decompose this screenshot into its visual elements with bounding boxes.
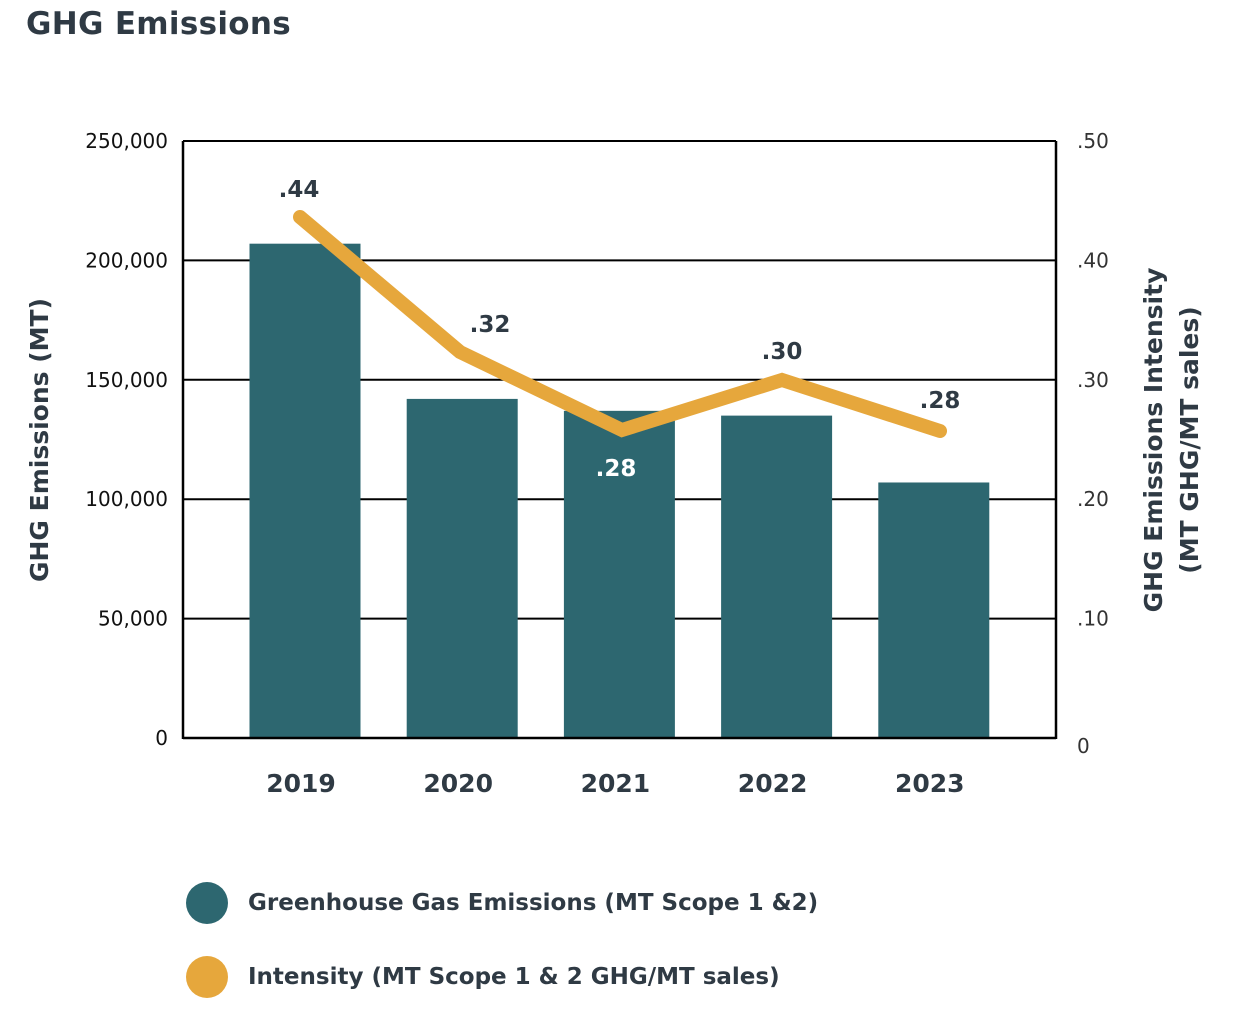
left-tick-label: 200,000 [85, 248, 168, 272]
right-tick-label: .50 [1077, 129, 1109, 153]
data-label: .28 [920, 388, 961, 414]
right-tick-label: .30 [1077, 368, 1109, 392]
chart-svg: 0 50,000 100,000 150,000 200,000 250,000 0 .10… [25, 129, 1204, 798]
right-axis-title-line2: (MT GHG/MT sales) [1175, 306, 1204, 573]
bar [249, 243, 361, 738]
right-tick-label: .20 [1077, 487, 1109, 511]
legend-label-intensity: Intensity (MT Scope 1 & 2 GHG/MT sales) [248, 964, 780, 990]
right-tick-label: 0 [1077, 734, 1090, 758]
data-label: .30 [762, 339, 803, 365]
data-label: .44 [279, 177, 320, 203]
x-tick-label: 2022 [738, 769, 808, 798]
right-axis-ticks: 0 .10 .20 .30 .40 .50 [1077, 129, 1109, 758]
bar [563, 410, 675, 738]
legend-item-emissions: Greenhouse Gas Emissions (MT Scope 1 &2) [186, 882, 818, 924]
right-tick-label: .10 [1077, 607, 1109, 631]
x-axis-ticks: 2019 2020 2021 2022 2023 [266, 769, 964, 798]
legend-swatch-intensity [186, 956, 228, 998]
left-tick-label: 250,000 [85, 129, 168, 153]
x-tick-label: 2020 [423, 769, 493, 798]
left-axis-title: GHG Emissions (MT) [25, 298, 54, 582]
left-tick-label: 100,000 [85, 487, 168, 511]
left-axis-ticks: 0 50,000 100,000 150,000 200,000 250,000 [85, 129, 168, 750]
legend-item-intensity: Intensity (MT Scope 1 & 2 GHG/MT sales) [186, 956, 780, 998]
chart-title: GHG Emissions [26, 6, 291, 42]
plot-frame [181, 140, 1058, 740]
legend-label-emissions: Greenhouse Gas Emissions (MT Scope 1 &2) [248, 890, 819, 916]
right-axis-title-line1: GHG Emissions Intensity [1139, 268, 1168, 613]
x-tick-label: 2021 [581, 769, 651, 798]
x-tick-label: 2019 [266, 769, 336, 798]
bar [721, 415, 833, 738]
bar [878, 482, 990, 738]
legend-swatch-emissions [186, 882, 228, 924]
intensity-line [293, 210, 947, 438]
intensity-polyline [293, 210, 947, 438]
bars [249, 243, 990, 738]
data-labels: .44 .32 .28 .30 .28 [279, 177, 961, 482]
data-label: .28 [596, 456, 637, 482]
right-tick-label: .40 [1077, 248, 1109, 272]
data-label: .32 [470, 312, 511, 338]
left-tick-label: 150,000 [85, 368, 168, 392]
bar [406, 398, 518, 738]
left-tick-label: 50,000 [98, 607, 168, 631]
x-tick-label: 2023 [895, 769, 965, 798]
left-tick-label: 0 [155, 726, 168, 750]
